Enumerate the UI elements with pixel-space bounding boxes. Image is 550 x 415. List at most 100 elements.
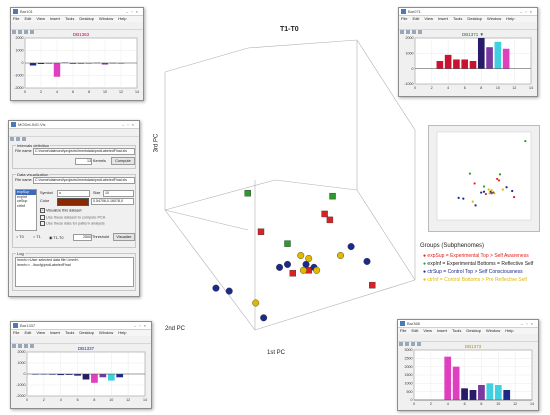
print-icon[interactable] <box>30 343 34 348</box>
scatter-point-ctrInf[interactable] <box>313 266 321 274</box>
open-icon[interactable] <box>406 29 410 34</box>
print-icon[interactable] <box>418 29 422 34</box>
color-swatch[interactable] <box>57 198 89 206</box>
scatter-point-ctrSup[interactable] <box>283 260 291 268</box>
menu-item[interactable]: File <box>400 328 407 333</box>
new-icon[interactable] <box>400 29 404 34</box>
menu-item[interactable]: Help <box>118 330 127 335</box>
menu-item[interactable]: Help <box>505 328 514 333</box>
scatter-point-ctrInf[interactable] <box>305 254 313 262</box>
menu-item[interactable]: Desktop <box>79 330 95 335</box>
menu-item[interactable]: View <box>36 330 45 335</box>
scatter-point-expSup[interactable] <box>321 210 328 218</box>
menu-item[interactable]: Tools <box>452 16 463 21</box>
radio-t1[interactable]: ○ T1 <box>33 235 41 239</box>
open-icon[interactable] <box>18 29 22 34</box>
menu-item[interactable]: Tools <box>64 16 75 21</box>
threshold-field[interactable]: 2500 <box>73 234 92 241</box>
menu-item[interactable]: Insert <box>436 328 447 333</box>
new-icon[interactable] <box>10 136 14 141</box>
window-titlebar[interactable]: Bar101 –▫× <box>11 8 143 16</box>
list-item[interactable]: expSup <box>16 190 36 195</box>
kernels-field[interactable]: 13 <box>75 158 92 165</box>
menu-item[interactable]: Edit <box>412 16 420 21</box>
new-icon[interactable] <box>12 343 16 348</box>
scatter-point-expSup[interactable] <box>326 216 334 224</box>
menu-item[interactable]: Insert <box>49 330 60 335</box>
window-titlebar[interactable]: Bar368 –▫× <box>398 320 538 328</box>
symbol-field[interactable]: o <box>57 190 90 197</box>
menu-item[interactable]: Desktop <box>467 16 483 21</box>
radio-t1-t0[interactable]: ◉ T1-T0 <box>49 235 63 240</box>
scatter-point-expInf[interactable] <box>329 192 336 200</box>
open-icon[interactable] <box>405 341 409 346</box>
save-icon[interactable] <box>24 343 28 348</box>
scatter-point-ctrSup[interactable] <box>260 314 268 322</box>
use-pca-checkbox[interactable]: Use these dataset to compute PCA <box>40 215 105 220</box>
window-controls[interactable]: –▫× <box>520 9 535 14</box>
save-icon[interactable] <box>22 136 26 141</box>
main-3d-plot[interactable]: T1-T0 3rd PC 2nd PC 1st PC <box>153 26 420 375</box>
color-value-field[interactable]: 0.54706,0.16078,0 <box>91 198 134 205</box>
menu-item[interactable]: Edit <box>411 328 419 333</box>
scatter-point-expSup[interactable] <box>289 270 297 277</box>
new-icon[interactable] <box>399 341 403 346</box>
bar-window-bottom-right[interactable]: Bar368 –▫× File Edit View Insert Tools Desktop… <box>397 319 539 411</box>
window-controls[interactable]: –▫× <box>122 122 137 127</box>
new-icon[interactable] <box>12 29 16 34</box>
menu-item[interactable]: Window <box>486 328 501 333</box>
menu-item[interactable]: Help <box>118 16 127 21</box>
save-icon[interactable] <box>412 29 416 34</box>
scatter-point-ctrSup[interactable] <box>276 263 284 271</box>
bar-window-top-left[interactable]: Bar101 –▫× File Edit View Insert Tools Desktop… <box>10 7 144 101</box>
menu-item[interactable]: Window <box>99 330 114 335</box>
menu-item[interactable]: File <box>401 16 408 21</box>
scatter-point-ctrInf[interactable] <box>299 266 307 274</box>
compute-button[interactable]: Compute <box>111 157 135 165</box>
bar-window-bottom-left[interactable]: Bar1337 –▫× File Edit View Insert Tools Deskto… <box>10 321 152 409</box>
menu-item[interactable]: File <box>13 330 20 335</box>
dataset-file-field[interactable]: C:\home\dalmond\projects\lmmhdata\protLa… <box>33 177 135 184</box>
bar-window-top-right[interactable]: Bar071 –▫× File Edit View Insert Tools Desktop… <box>398 7 538 97</box>
menu-item[interactable]: Desktop <box>79 16 95 21</box>
window-titlebar[interactable]: Bar071 –▫× <box>399 8 537 16</box>
menu-item[interactable]: View <box>423 328 432 333</box>
scatter-point-ctrInf[interactable] <box>297 251 305 259</box>
radio-t0[interactable]: ○ T0 <box>16 235 24 239</box>
visualize-button[interactable]: Visualize <box>113 233 135 241</box>
scatter-point-expInf[interactable] <box>284 240 291 247</box>
visualize-dataset-checkbox[interactable]: ✓ Visualize this dataset <box>40 208 82 213</box>
dataset-list[interactable]: expSup expInf ctrSup ctrInf <box>15 189 37 231</box>
open-icon[interactable] <box>18 343 22 348</box>
print-icon[interactable] <box>30 29 34 34</box>
scatter-point-ctrInf[interactable] <box>252 299 260 307</box>
menu-item[interactable]: Edit <box>24 16 32 21</box>
open-icon[interactable] <box>16 136 20 141</box>
menu-item[interactable]: View <box>36 16 45 21</box>
menu-item[interactable]: File <box>13 16 20 21</box>
window-titlebar[interactable]: MODeLING.Vis –▫× <box>9 121 139 129</box>
menu-item[interactable]: Tools <box>451 328 462 333</box>
menu-item[interactable]: View <box>424 16 433 21</box>
menu-item[interactable]: Edit <box>24 330 32 335</box>
log-textarea[interactable]: lmmh>>User selected data file:\ lmmh\ lm… <box>15 257 134 287</box>
list-item[interactable]: expInf <box>17 194 27 199</box>
menu-item[interactable]: Insert <box>49 16 60 21</box>
window-controls[interactable]: –▫× <box>126 9 141 14</box>
scatter-point-ctrSup[interactable] <box>302 260 310 268</box>
use-pattern-checkbox[interactable]: Use these data for pattern analysis <box>40 221 105 226</box>
save-icon[interactable] <box>411 341 415 346</box>
projection-thumbnail[interactable] <box>428 125 540 232</box>
scatter-point-expSup[interactable] <box>369 281 376 289</box>
scatter-point-ctrSup[interactable] <box>347 243 355 251</box>
scatter-point-ctrInf[interactable] <box>336 251 344 259</box>
menu-item[interactable]: Desktop <box>466 328 482 333</box>
scatter-point-ctrSup[interactable] <box>212 284 220 292</box>
window-controls[interactable]: –▫× <box>134 323 149 328</box>
window-controls[interactable]: –▫× <box>521 321 536 326</box>
menu-item[interactable]: Window <box>487 16 502 21</box>
modeling-window[interactable]: MODeLING.Vis –▫× Intervals definition Fil… <box>8 120 140 297</box>
list-item[interactable]: ctrSup <box>17 199 28 203</box>
scatter-point-ctrSup[interactable] <box>225 287 233 295</box>
size-field[interactable]: 10 <box>103 190 134 197</box>
